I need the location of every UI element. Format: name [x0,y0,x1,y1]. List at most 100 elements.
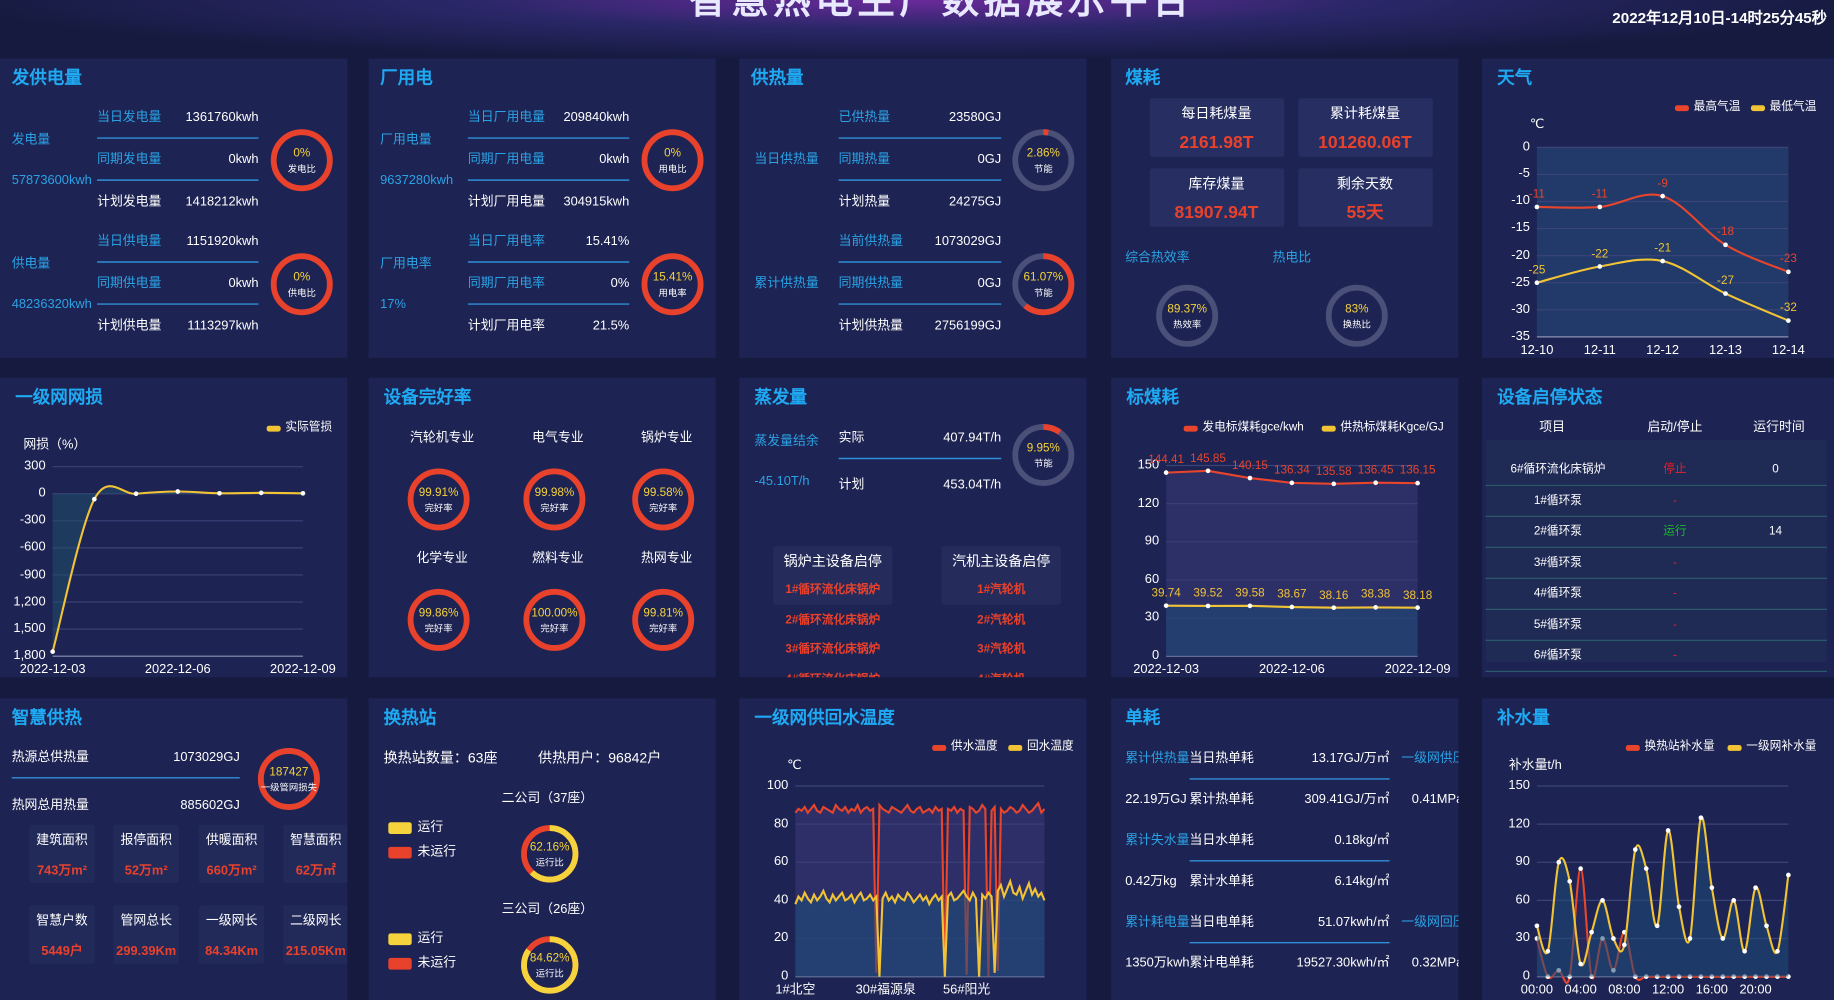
equipment-item: 4#汽轮机 [977,674,1025,677]
row-label: 累计水单耗 [1189,874,1254,889]
y-tick-label: 20 [774,930,789,945]
y-tick-label: 0 [1151,648,1160,663]
ring-arc [521,825,579,883]
equipment-title: 锅炉主设备启停 [783,553,882,570]
point [300,490,306,496]
box-label: 智慧面积 [290,833,342,848]
panel-title: 煤耗 [1125,68,1161,89]
box [29,824,95,884]
point [133,491,139,497]
data-label: -25 [1528,263,1546,277]
point [1415,480,1420,486]
data-label: -21 [1654,242,1672,256]
point [1665,828,1671,833]
row-value: 15.41% [585,234,630,249]
ring-label: 运行比 [535,968,564,979]
y-tick-label: -20 [1511,248,1530,263]
ring-value: 99.86% [418,607,459,620]
x-tick-label: 20:00 [1739,983,1772,998]
point [1786,269,1791,275]
box-value: 62万㎡ [295,863,336,878]
series-area [52,486,303,652]
ring-value: 83% [1345,302,1369,316]
value: 1350万kwh [1125,956,1190,971]
panel: 厂用电 厂用电量 9637280kwh 当日厂用电量 209840kwh 同期厂用电量 0k… [368,58,716,358]
point [1775,948,1780,954]
ring-value: 61.07% [1023,271,1064,285]
box-label: 管网总长 [120,914,172,929]
box-label: 供暖面积 [205,833,258,848]
cell: 停止 [1663,463,1687,477]
point [1534,923,1540,929]
column-header: 启动/停止 [1647,420,1703,435]
equipment-item: 1#汽轮机 [977,583,1026,597]
ring-arc [257,747,320,810]
row-label: 计划厂用电量 [467,194,546,209]
panel-title: 一级网供回水温度 [754,708,895,729]
group-name: 发电量 [11,132,51,147]
ring-label: 换热比 [1342,319,1371,330]
row-label: 当日电单耗 [1189,915,1254,930]
group-total: 9637280kwh [380,173,454,188]
panel: 设备完好率 汽轮机专业 99.91% 完好率 电气专业 99.98% 完好率 锅炉专业 99.5… [368,377,716,678]
ring-value: 89.37% [1167,302,1208,316]
box-value: 2161.98T [1179,132,1254,153]
y-tick-label: 90 [1515,854,1530,869]
legend-swatch [1183,425,1198,432]
ring-label: 一级管网损失 [260,782,317,794]
y-tick-label: 120 [1508,816,1530,831]
panel-graphics [1534,745,1791,984]
data-label: -11 [1528,188,1545,202]
panel-title: 补水量 [1497,708,1550,729]
ring-label: 运行比 [535,857,564,868]
panel-graphics [773,423,1075,605]
series-area [1166,605,1418,657]
point [217,490,222,496]
x-tick-label: 04:00 [1564,983,1597,998]
y-tick-label: 30 [1515,930,1530,945]
row-label: 当日厂用电量 [467,110,546,125]
item-name: 燃料专业 [532,551,584,566]
panel: 设备启停状态 项目 启动/停止 运行时间 6#循环流化床锅炉 停止 0 1#循环泵 - 2#循环泵… [1481,377,1834,678]
legend-swatch [1674,105,1689,112]
y-tick-label: 0 [38,486,46,501]
x-tick-label: 2022-12-03 [19,662,86,677]
point [1611,936,1616,941]
data-label: -32 [1779,301,1797,315]
box [283,905,348,964]
y-tick-label: 150 [1137,457,1160,472]
panel-graphics [1163,425,1420,657]
equipment-item: 3#循环流化床锅炉 [785,643,881,657]
panel-graphics [11,747,348,964]
legend-swatch [1008,745,1023,751]
box-label: 累计耗煤量 [1329,105,1401,122]
row-label: 计划发电量 [97,194,162,209]
ring-label: 用电比 [658,163,687,175]
ring-value: 15.41% [652,271,693,285]
legend-label: 一级网补水量 [1746,740,1817,754]
row-label: 同期厂用电率 [467,276,546,291]
ring-track [270,129,333,192]
page-title: 智慧热电生产数据展示平台 [688,0,1195,22]
cell: 6#循环流化床锅炉 [1510,463,1606,477]
x-tick-label: 12-12 [1646,343,1680,358]
point [1589,929,1594,935]
row-value: 1151920kwh [186,234,259,249]
series-area [1536,816,1789,977]
ring-value: 0% [664,147,681,161]
panel-graphics [407,468,695,651]
x-tick-label: 12-11 [1583,343,1616,358]
y-tick-label: -25 [1511,275,1530,290]
panel-title: 供热量 [750,68,804,89]
y-tick-label: 90 [1144,534,1160,549]
legend-label: 换热站补水量 [1644,740,1715,754]
ring-value: 99.91% [418,486,459,500]
row-value: 1073029GJ [173,750,240,765]
legend-swatch [266,425,281,432]
point [1632,847,1638,852]
y-tick-label: 0 [1522,139,1530,154]
cell: 4#循环泵 [1533,587,1583,601]
box [773,546,893,605]
y-tick-label: -5 [1518,166,1530,181]
x-tick-label: 16:00 [1695,983,1728,998]
